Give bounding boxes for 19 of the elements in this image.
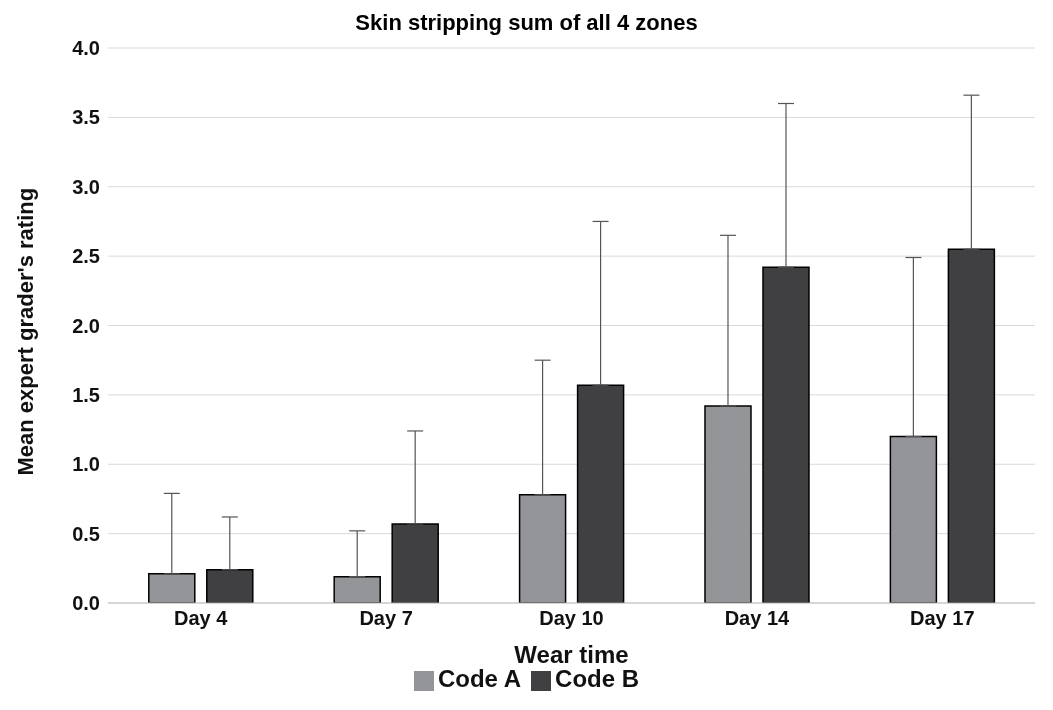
legend-label: Code B — [555, 665, 640, 692]
legend-label: Code A — [437, 665, 522, 692]
chart-title: Skin stripping sum of all 4 zones — [354, 9, 699, 37]
x-tick-label: Day 10 — [539, 607, 604, 630]
y-axis-title: Mean expert grader's rating — [12, 187, 38, 476]
y-tick-label: 4.0 — [72, 37, 100, 60]
y-tick-label: 1.0 — [72, 453, 100, 476]
y-tick-label: 2.0 — [72, 314, 100, 337]
x-tick-label: Day 4 — [174, 607, 229, 630]
y-tick-label: 1.5 — [72, 383, 100, 406]
y-tick-label: 2.5 — [72, 245, 100, 268]
x-axis-title: Wear time — [514, 641, 629, 668]
y-tick-label: 3.5 — [72, 106, 100, 129]
x-tick-label: Day 14 — [724, 607, 791, 630]
y-tick-label: 3.0 — [72, 175, 100, 198]
x-tick-label: Day 17 — [910, 607, 975, 630]
y-tick-label: 0.5 — [72, 522, 100, 545]
y-tick-label: 0.0 — [72, 592, 100, 615]
x-tick-label: Day 7 — [359, 607, 413, 630]
